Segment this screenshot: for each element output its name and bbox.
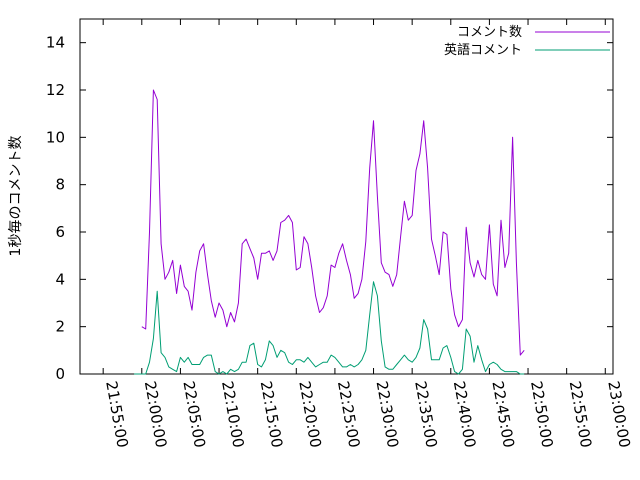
legend-label: コメント数 bbox=[457, 25, 522, 40]
x-tick-label: 22:50:00 bbox=[527, 380, 556, 449]
x-tick-label: 23:00:00 bbox=[604, 380, 633, 449]
series-line-1 bbox=[141, 89, 525, 356]
x-tick-label: 22:45:00 bbox=[488, 380, 517, 449]
x-tick-label: 22:05:00 bbox=[179, 380, 208, 449]
x-tick-label: 22:15:00 bbox=[257, 380, 286, 449]
x-tick-label: 22:35:00 bbox=[411, 380, 440, 449]
y-tick-label: 4 bbox=[55, 270, 65, 288]
y-tick-label: 6 bbox=[55, 223, 65, 241]
y-tick-label: 10 bbox=[46, 128, 65, 146]
x-tick-label: 22:40:00 bbox=[450, 380, 479, 449]
y-axis-label: 1秒毎のコメント数 bbox=[8, 136, 24, 257]
x-tick-label: 22:30:00 bbox=[373, 380, 402, 449]
x-tick-label: 22:20:00 bbox=[295, 380, 324, 449]
y-tick-label: 2 bbox=[55, 318, 65, 336]
legend-label: 英語コメント bbox=[444, 42, 522, 58]
series-lines bbox=[134, 89, 525, 375]
plot-frame bbox=[79, 18, 614, 375]
y-tick-label: 12 bbox=[46, 81, 65, 99]
y-tick-label: 8 bbox=[55, 176, 65, 194]
y-tick-label: 0 bbox=[55, 365, 65, 383]
y-axis-ticks: 0 2 4 6 8 10 12 14 bbox=[46, 34, 613, 383]
x-tick-label: 22:25:00 bbox=[334, 380, 363, 449]
x-tick-label: 22:00:00 bbox=[141, 380, 170, 449]
y-tick-label: 14 bbox=[46, 34, 65, 52]
series-line-2 bbox=[134, 281, 525, 375]
x-tick-label: 22:55:00 bbox=[566, 380, 595, 449]
x-tick-label: 22:10:00 bbox=[218, 380, 247, 449]
x-tick-label: 21:55:00 bbox=[102, 380, 131, 449]
x-axis-ticks: 21:55:00 22:00:00 22:05:00 22:10:00 22:15:00… bbox=[102, 19, 634, 449]
